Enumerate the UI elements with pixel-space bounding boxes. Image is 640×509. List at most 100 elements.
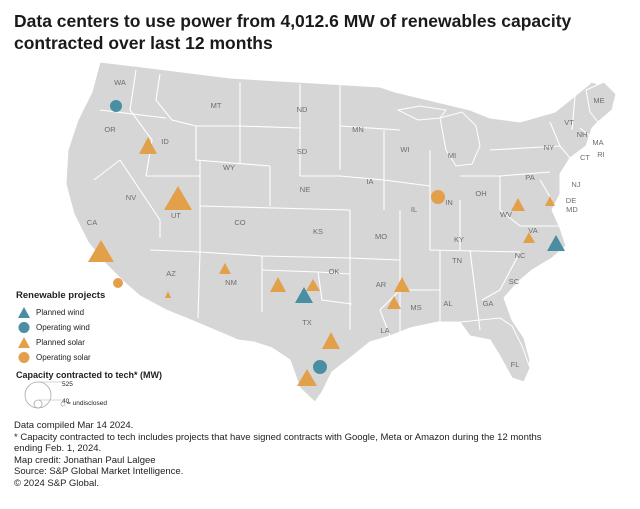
michigan-upper-shape [396, 105, 447, 121]
planned-solar-marker-tx-1 [270, 277, 286, 292]
triangle-icon [18, 307, 30, 318]
state-label-ar: AR [376, 280, 387, 289]
planned-solar-marker-ca [88, 240, 114, 262]
state-label-md: MD [566, 205, 578, 214]
planned-solar-marker-va [523, 232, 535, 243]
state-label-in: IN [445, 198, 453, 207]
operating-wind-marker-or [110, 100, 122, 112]
project-markers [88, 100, 565, 386]
footnote-definition-cont: ending Feb. 1, 2024. [14, 443, 102, 455]
state-label-ky: KY [454, 235, 464, 244]
legend-label-operating-solar: Operating solar [36, 353, 91, 362]
legend-item-operating-wind: Operating wind [16, 320, 186, 335]
state-label-ia: IA [366, 177, 373, 186]
state-label-ga: GA [483, 299, 494, 308]
state-label-ma: MA [592, 138, 603, 147]
state-label-nd: ND [297, 105, 308, 114]
footnotes: Data compiled Mar 14 2024. * Capacity co… [14, 420, 634, 490]
state-label-nv: NV [126, 193, 136, 202]
planned-wind-marker-nc [547, 235, 565, 251]
footnote-copyright: © 2024 S&P Global. [14, 477, 99, 489]
state-label-wv: WV [500, 210, 512, 219]
state-label-ms: MS [410, 303, 421, 312]
state-label-sc: SC [509, 277, 520, 286]
state-label-il: IL [411, 205, 417, 214]
legend-item-planned-solar: Planned solar [16, 335, 186, 350]
footnote-source: Source: S&P Global Market Intelligence. [14, 466, 184, 478]
planned-solar-marker-ut [164, 186, 192, 210]
circle-icon [18, 352, 30, 363]
operating-wind-marker-tx [313, 360, 327, 374]
state-borders [93, 69, 591, 337]
planned-solar-marker-az [165, 291, 171, 298]
state-label-va: VA [528, 226, 537, 235]
state-label-co: CO [234, 218, 245, 227]
state-label-ri: RI [597, 150, 605, 159]
state-label-or: OR [104, 125, 116, 134]
state-label-oh: OH [475, 189, 486, 198]
legend-item-planned-wind: Planned wind [16, 305, 186, 320]
capacity-min-label: 40 [62, 398, 70, 405]
state-label-sd: SD [297, 147, 308, 156]
planned-wind-marker-tx [295, 287, 313, 303]
title-line-2: contracted over last 12 months [14, 33, 273, 53]
state-label-wy: WY [223, 163, 235, 172]
capacity-max-label: 525 [62, 381, 73, 388]
state-label-me: ME [593, 96, 604, 105]
state-label-tn: TN [452, 256, 462, 265]
michigan-shape [439, 111, 481, 167]
operating-solar-marker-in [431, 190, 445, 204]
footnote-compiled: Data compiled Mar 14 2024. [14, 420, 134, 431]
state-label-wi: WI [400, 145, 409, 154]
state-label-pa: PA [525, 173, 534, 182]
state-label-mt: MT [211, 101, 222, 110]
planned-solar-marker-wv [511, 198, 525, 211]
state-label-ks: KS [313, 227, 323, 236]
state-label-tx: TX [302, 318, 312, 327]
state-label-nm: NM [225, 278, 237, 287]
state-label-nc: NC [515, 251, 526, 260]
state-labels: WA OR ID MT ND SD WY NE NV UT CO KS CA A… [87, 78, 605, 369]
title-line-1: Data centers to use power from 4,012.6 M… [14, 11, 572, 31]
state-label-ut: UT [171, 211, 181, 220]
state-label-mi: MI [448, 151, 456, 160]
planned-solar-marker-tx-3 [297, 369, 317, 386]
state-label-vt: VT [564, 118, 574, 127]
state-label-mn: MN [352, 125, 364, 134]
capacity-undisclosed-label: = undisclosed [67, 400, 107, 407]
operating-solar-marker-ca [113, 278, 123, 288]
state-label-ny: NY [544, 143, 554, 152]
chart-title: Data centers to use power from 4,012.6 M… [14, 10, 624, 54]
state-label-id: ID [161, 137, 169, 146]
state-label-ne: NE [300, 185, 310, 194]
planned-solar-marker-pa [545, 196, 555, 206]
planned-solar-marker-id [139, 137, 157, 154]
legend-title: Renewable projects [16, 290, 106, 301]
triangle-icon [18, 337, 30, 348]
state-label-ct: CT [580, 153, 590, 162]
florida-shape [459, 317, 531, 383]
footnote-definition: * Capacity contracted to tech includes p… [14, 431, 542, 443]
planned-solar-marker-tx-2 [322, 332, 340, 349]
capacity-legend-title: Capacity contracted to tech* (MW) [16, 370, 163, 380]
state-label-wa: WA [114, 78, 126, 87]
undisclosed-icon [60, 401, 66, 407]
planned-solar-marker-ms [387, 296, 401, 309]
legend-label-planned-wind: Planned wind [36, 308, 85, 317]
legend: Renewable projects Planned wind Operatin… [16, 290, 186, 365]
state-label-al: AL [443, 299, 452, 308]
legend-label-operating-wind: Operating wind [36, 323, 90, 332]
state-label-nh: NH [577, 130, 588, 139]
planned-solar-marker-ok [306, 279, 320, 291]
maine-shape [585, 81, 617, 123]
legend-label-planned-solar: Planned solar [36, 338, 85, 347]
circle-icon [18, 322, 30, 333]
state-label-de: DE [566, 196, 576, 205]
footnote-map-credit: Map credit: Jonathan Paul Lalgee [14, 454, 156, 466]
capacity-size-legend [24, 381, 62, 409]
state-label-la: LA [380, 326, 389, 335]
state-label-az: AZ [166, 269, 176, 278]
legend-item-operating-solar: Operating solar [16, 350, 186, 365]
state-label-fl: FL [511, 360, 520, 369]
